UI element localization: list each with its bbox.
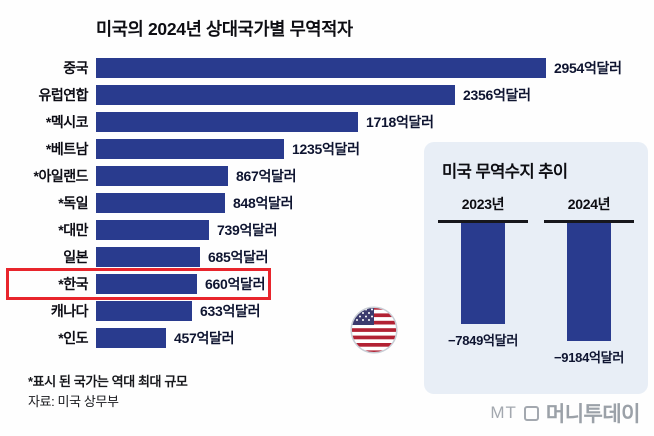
footnote-source: 자료: 미국 상무부 bbox=[28, 394, 119, 409]
bar-row: *아일랜드 867억달러 bbox=[12, 166, 297, 186]
deficit-bar bbox=[96, 166, 228, 186]
deficit-bar bbox=[96, 193, 225, 213]
bar-row: *베트남 1235억달러 bbox=[12, 139, 360, 159]
deficit-bar bbox=[96, 220, 209, 240]
trade-balance-column: 2023년 −7849억달러 bbox=[438, 194, 528, 349]
logo-name-text: 머니투데이 bbox=[545, 403, 641, 426]
year-label: 2024년 bbox=[567, 196, 611, 212]
category-label: *베트남 bbox=[45, 141, 89, 157]
moneytoday-logo: MT 머니투데이 bbox=[490, 398, 640, 428]
value-label: 457억달러 bbox=[174, 330, 235, 346]
category-label: *독일 bbox=[58, 195, 88, 211]
deficit-bar bbox=[96, 112, 358, 132]
chart-title: 미국의 2024년 상대국가별 무역적자 bbox=[96, 19, 353, 39]
value-label: 739억달러 bbox=[217, 222, 278, 238]
deficit-bar bbox=[96, 85, 455, 105]
trade-balance-inset-panel: 미국 무역수지 추이 2023년 −7849억달러 2024년 −9184억달러 bbox=[424, 142, 648, 394]
inset-title: 미국 무역수지 추이 bbox=[442, 163, 568, 181]
value-label: 2954억달러 bbox=[554, 60, 622, 76]
bar-row: *대만 739억달러 bbox=[12, 220, 278, 240]
category-label: 캐나다 bbox=[50, 303, 89, 319]
logo-mt-text: MT bbox=[490, 403, 517, 422]
bar-row: 캐나다 633억달러 bbox=[12, 301, 261, 321]
category-label: *한국 bbox=[58, 276, 88, 292]
footnotes: *표시 된 국가는 역대 최대 규모 자료: 미국 상무부 bbox=[28, 372, 188, 412]
category-label: *아일랜드 bbox=[33, 168, 89, 184]
value-label: 848억달러 bbox=[233, 195, 294, 211]
bar-row: 유럽연합 2356억달러 bbox=[12, 85, 531, 105]
year-label: 2023년 bbox=[461, 196, 505, 212]
deficit-bar bbox=[96, 247, 200, 267]
bar-row: *멕시코 1718억달러 bbox=[12, 112, 434, 132]
value-label: 1718억달러 bbox=[366, 114, 434, 130]
moneytoday-logo-icon bbox=[523, 405, 539, 421]
deficit-bar bbox=[96, 58, 546, 78]
trade-balance-columns: 2023년 −7849억달러 2024년 −9184억달러 bbox=[436, 194, 636, 366]
category-label: *대만 bbox=[58, 222, 88, 238]
value-label: 1235억달러 bbox=[292, 141, 360, 157]
balance-bar bbox=[567, 223, 611, 341]
bar-row: 일본 685억달러 bbox=[12, 247, 269, 267]
bar-row-highlighted: *한국 660억달러 bbox=[5, 268, 272, 300]
value-label: 633억달러 bbox=[200, 303, 261, 319]
balance-value-label: −7849억달러 bbox=[448, 333, 518, 348]
value-label: 867억달러 bbox=[236, 168, 297, 184]
zero-baseline bbox=[544, 220, 634, 223]
value-label: 660억달러 bbox=[205, 276, 266, 292]
deficit-bar bbox=[96, 301, 192, 321]
category-label: 중국 bbox=[63, 60, 88, 76]
category-label: 유럽연합 bbox=[38, 87, 88, 103]
zero-baseline bbox=[438, 220, 528, 223]
value-label: 2356억달러 bbox=[463, 87, 531, 103]
bar-row: 중국 2954억달러 bbox=[12, 58, 622, 78]
deficit-bar bbox=[96, 328, 166, 348]
balance-value-label: −9184억달러 bbox=[554, 350, 624, 365]
category-label: 일본 bbox=[63, 249, 88, 265]
bar-row: *인도 457억달러 bbox=[12, 328, 235, 348]
category-label: *멕시코 bbox=[45, 114, 89, 130]
bar-row: *독일 848억달러 bbox=[12, 193, 294, 213]
us-flag-icon bbox=[350, 306, 398, 354]
deficit-bar bbox=[96, 139, 284, 159]
balance-bar bbox=[461, 223, 505, 324]
trade-balance-column: 2024년 −9184억달러 bbox=[544, 194, 634, 366]
value-label: 685억달러 bbox=[208, 249, 269, 265]
category-label: *인도 bbox=[58, 330, 88, 346]
footnote-record: *표시 된 국가는 역대 최대 규모 bbox=[28, 374, 188, 389]
deficit-bar bbox=[96, 274, 197, 294]
